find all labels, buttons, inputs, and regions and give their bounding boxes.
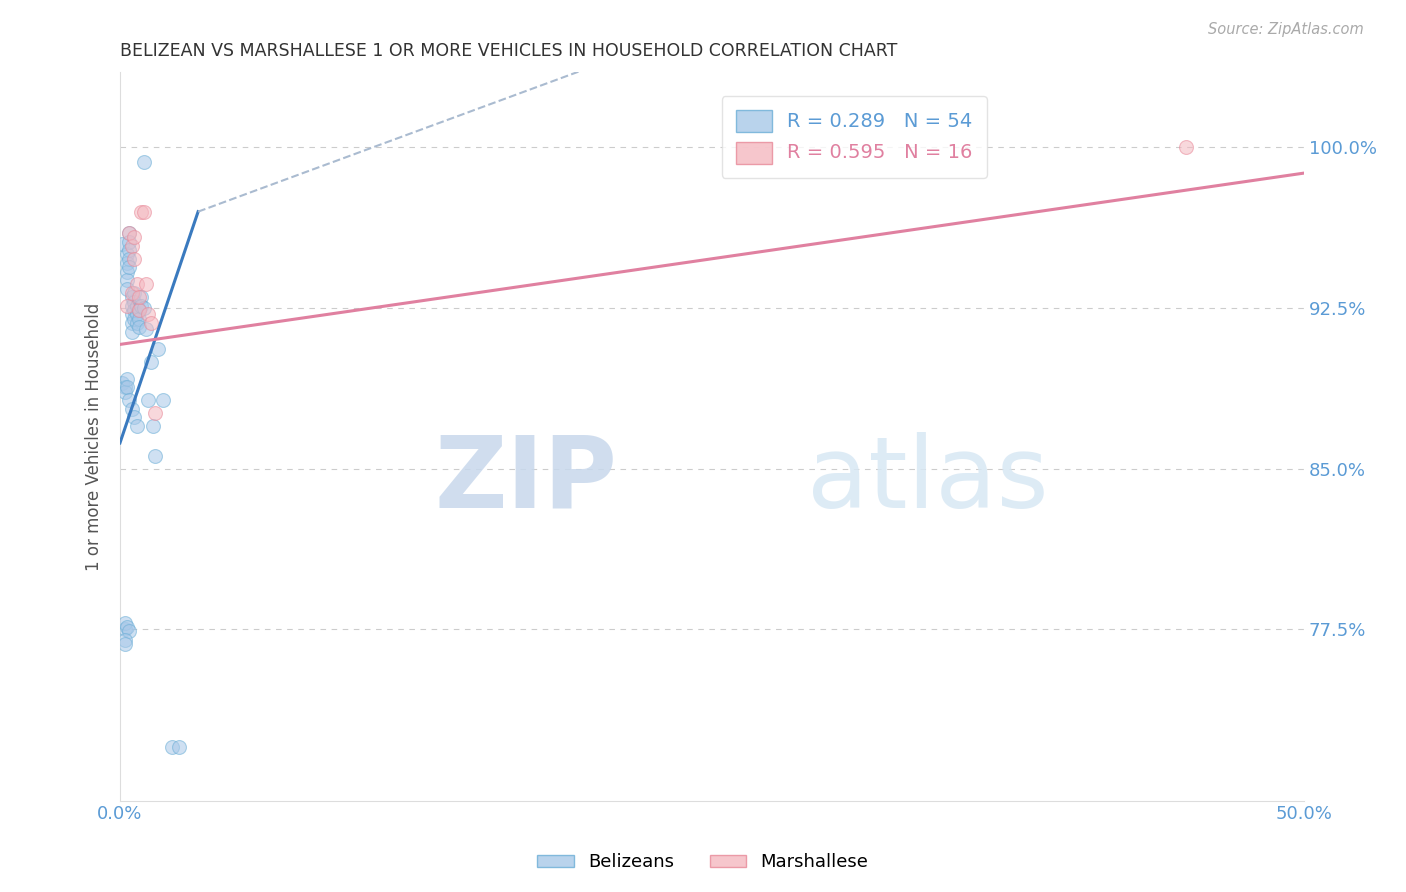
Point — [146, 342, 169, 356]
Point — [128, 303, 150, 318]
Point — [122, 294, 145, 309]
Text: Source: ZipAtlas.com: Source: ZipAtlas.com — [1208, 22, 1364, 37]
Point — [132, 301, 155, 315]
Point — [128, 303, 150, 318]
Point — [125, 316, 148, 330]
Text: atlas: atlas — [807, 432, 1049, 529]
Point — [115, 264, 138, 278]
Point — [118, 624, 141, 639]
Point — [115, 247, 138, 261]
Point — [114, 384, 136, 399]
Point — [125, 299, 148, 313]
Text: ZIP: ZIP — [434, 432, 617, 529]
Point — [138, 308, 160, 322]
Point — [111, 376, 134, 390]
Point — [125, 277, 148, 292]
Point — [122, 311, 145, 326]
Point — [115, 372, 138, 386]
Point — [114, 632, 136, 647]
Point — [114, 380, 136, 394]
Point — [139, 354, 162, 368]
Point — [118, 393, 141, 408]
Point — [122, 252, 145, 266]
Point — [129, 290, 152, 304]
Point — [115, 256, 138, 270]
Point — [139, 316, 162, 330]
Legend: Belizeans, Marshallese: Belizeans, Marshallese — [530, 847, 876, 879]
Point — [132, 204, 155, 219]
Point — [121, 325, 143, 339]
Point — [128, 320, 150, 334]
Point — [118, 243, 141, 257]
Point — [135, 277, 157, 292]
Point — [115, 282, 138, 296]
Point — [118, 235, 141, 249]
Point — [129, 204, 152, 219]
Point — [121, 299, 143, 313]
Point — [145, 449, 167, 463]
Point — [115, 299, 138, 313]
Point — [121, 401, 143, 416]
Point — [129, 299, 152, 313]
Y-axis label: 1 or more Vehicles in Household: 1 or more Vehicles in Household — [86, 302, 103, 571]
Point — [128, 311, 150, 326]
Point — [118, 252, 141, 266]
Point — [118, 260, 141, 275]
Point — [125, 308, 148, 322]
Point — [121, 290, 143, 304]
Text: BELIZEAN VS MARSHALLESE 1 OR MORE VEHICLES IN HOUSEHOLD CORRELATION CHART: BELIZEAN VS MARSHALLESE 1 OR MORE VEHICL… — [120, 42, 897, 60]
Point — [167, 740, 190, 755]
Point — [1174, 140, 1197, 154]
Point — [111, 236, 134, 251]
Point — [142, 418, 165, 433]
Point — [121, 239, 143, 253]
Point — [132, 155, 155, 169]
Point — [128, 290, 150, 304]
Legend: R = 0.289   N = 54, R = 0.595   N = 16: R = 0.289 N = 54, R = 0.595 N = 16 — [721, 96, 987, 178]
Point — [145, 406, 167, 420]
Point — [121, 308, 143, 322]
Point — [135, 322, 157, 336]
Point — [121, 286, 143, 301]
Point — [125, 418, 148, 433]
Point — [118, 226, 141, 240]
Point — [115, 380, 138, 394]
Point — [152, 393, 174, 408]
Point — [122, 230, 145, 244]
Point — [121, 316, 143, 330]
Point — [118, 226, 141, 240]
Point — [122, 286, 145, 301]
Point — [138, 393, 160, 408]
Point — [122, 303, 145, 318]
Point — [114, 637, 136, 651]
Point — [114, 622, 136, 636]
Point — [160, 740, 183, 755]
Point — [122, 410, 145, 425]
Point — [115, 620, 138, 634]
Point — [115, 273, 138, 287]
Point — [114, 615, 136, 630]
